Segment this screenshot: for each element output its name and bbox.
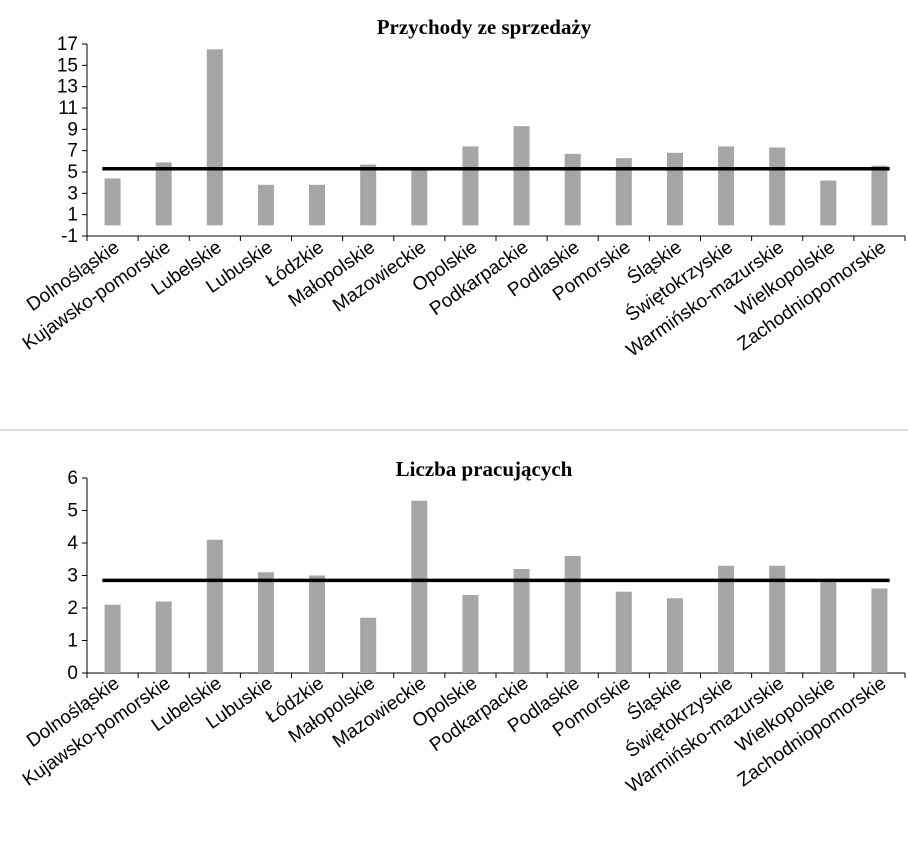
bar [615, 591, 632, 673]
y-tick-label: 17 [57, 34, 78, 55]
bar [206, 49, 223, 226]
y-tick-label: 11 [58, 98, 78, 119]
bar [360, 617, 377, 673]
bar [206, 539, 223, 673]
bar [871, 588, 888, 673]
y-tick-label: 13 [57, 77, 78, 98]
y-tick-label: 0 [67, 663, 78, 684]
bar [104, 178, 121, 226]
chart-liczba-pracujacych: Liczba pracujących0123456DolnośląskieKuj… [19, 457, 906, 797]
bar [871, 165, 888, 226]
bar [257, 184, 274, 226]
bar [718, 565, 735, 673]
chart-title: Liczba pracujących [396, 457, 573, 481]
bar [411, 169, 428, 226]
bar [462, 595, 479, 673]
bar [769, 147, 786, 226]
y-tick-label: 1 [67, 205, 78, 226]
chart-title: Przychody ze sprzedaży [377, 15, 592, 39]
y-tick-label: 6 [67, 468, 78, 489]
bar [513, 126, 530, 226]
bar [462, 146, 479, 226]
y-tick-label: 5 [67, 501, 78, 522]
bar [564, 556, 581, 673]
y-tick-label: 5 [67, 162, 78, 183]
y-tick-label: 15 [57, 55, 78, 76]
bar [309, 184, 326, 226]
bar [666, 598, 683, 673]
bar [513, 569, 530, 673]
bar [309, 575, 326, 673]
bar [769, 565, 786, 673]
bar [155, 601, 172, 673]
y-tick-label: 3 [67, 183, 78, 204]
y-tick-label: 1 [67, 631, 78, 652]
bar [820, 180, 837, 226]
bar [411, 500, 428, 673]
bar [615, 158, 632, 226]
y-tick-label: 3 [67, 566, 78, 587]
chart-przychody: Przychody ze sprzedaży-11357911131517Dol… [19, 15, 906, 361]
bar [257, 572, 274, 673]
y-tick-label: -1 [61, 226, 78, 247]
bar [155, 162, 172, 226]
bar [718, 146, 735, 226]
y-tick-label: 7 [67, 141, 78, 162]
y-tick-label: 9 [67, 119, 78, 140]
bar [564, 153, 581, 226]
bar [666, 152, 683, 226]
bar [360, 164, 377, 226]
y-tick-label: 4 [67, 533, 78, 554]
bar [820, 582, 837, 673]
bar [104, 604, 121, 673]
y-tick-label: 2 [67, 598, 78, 619]
